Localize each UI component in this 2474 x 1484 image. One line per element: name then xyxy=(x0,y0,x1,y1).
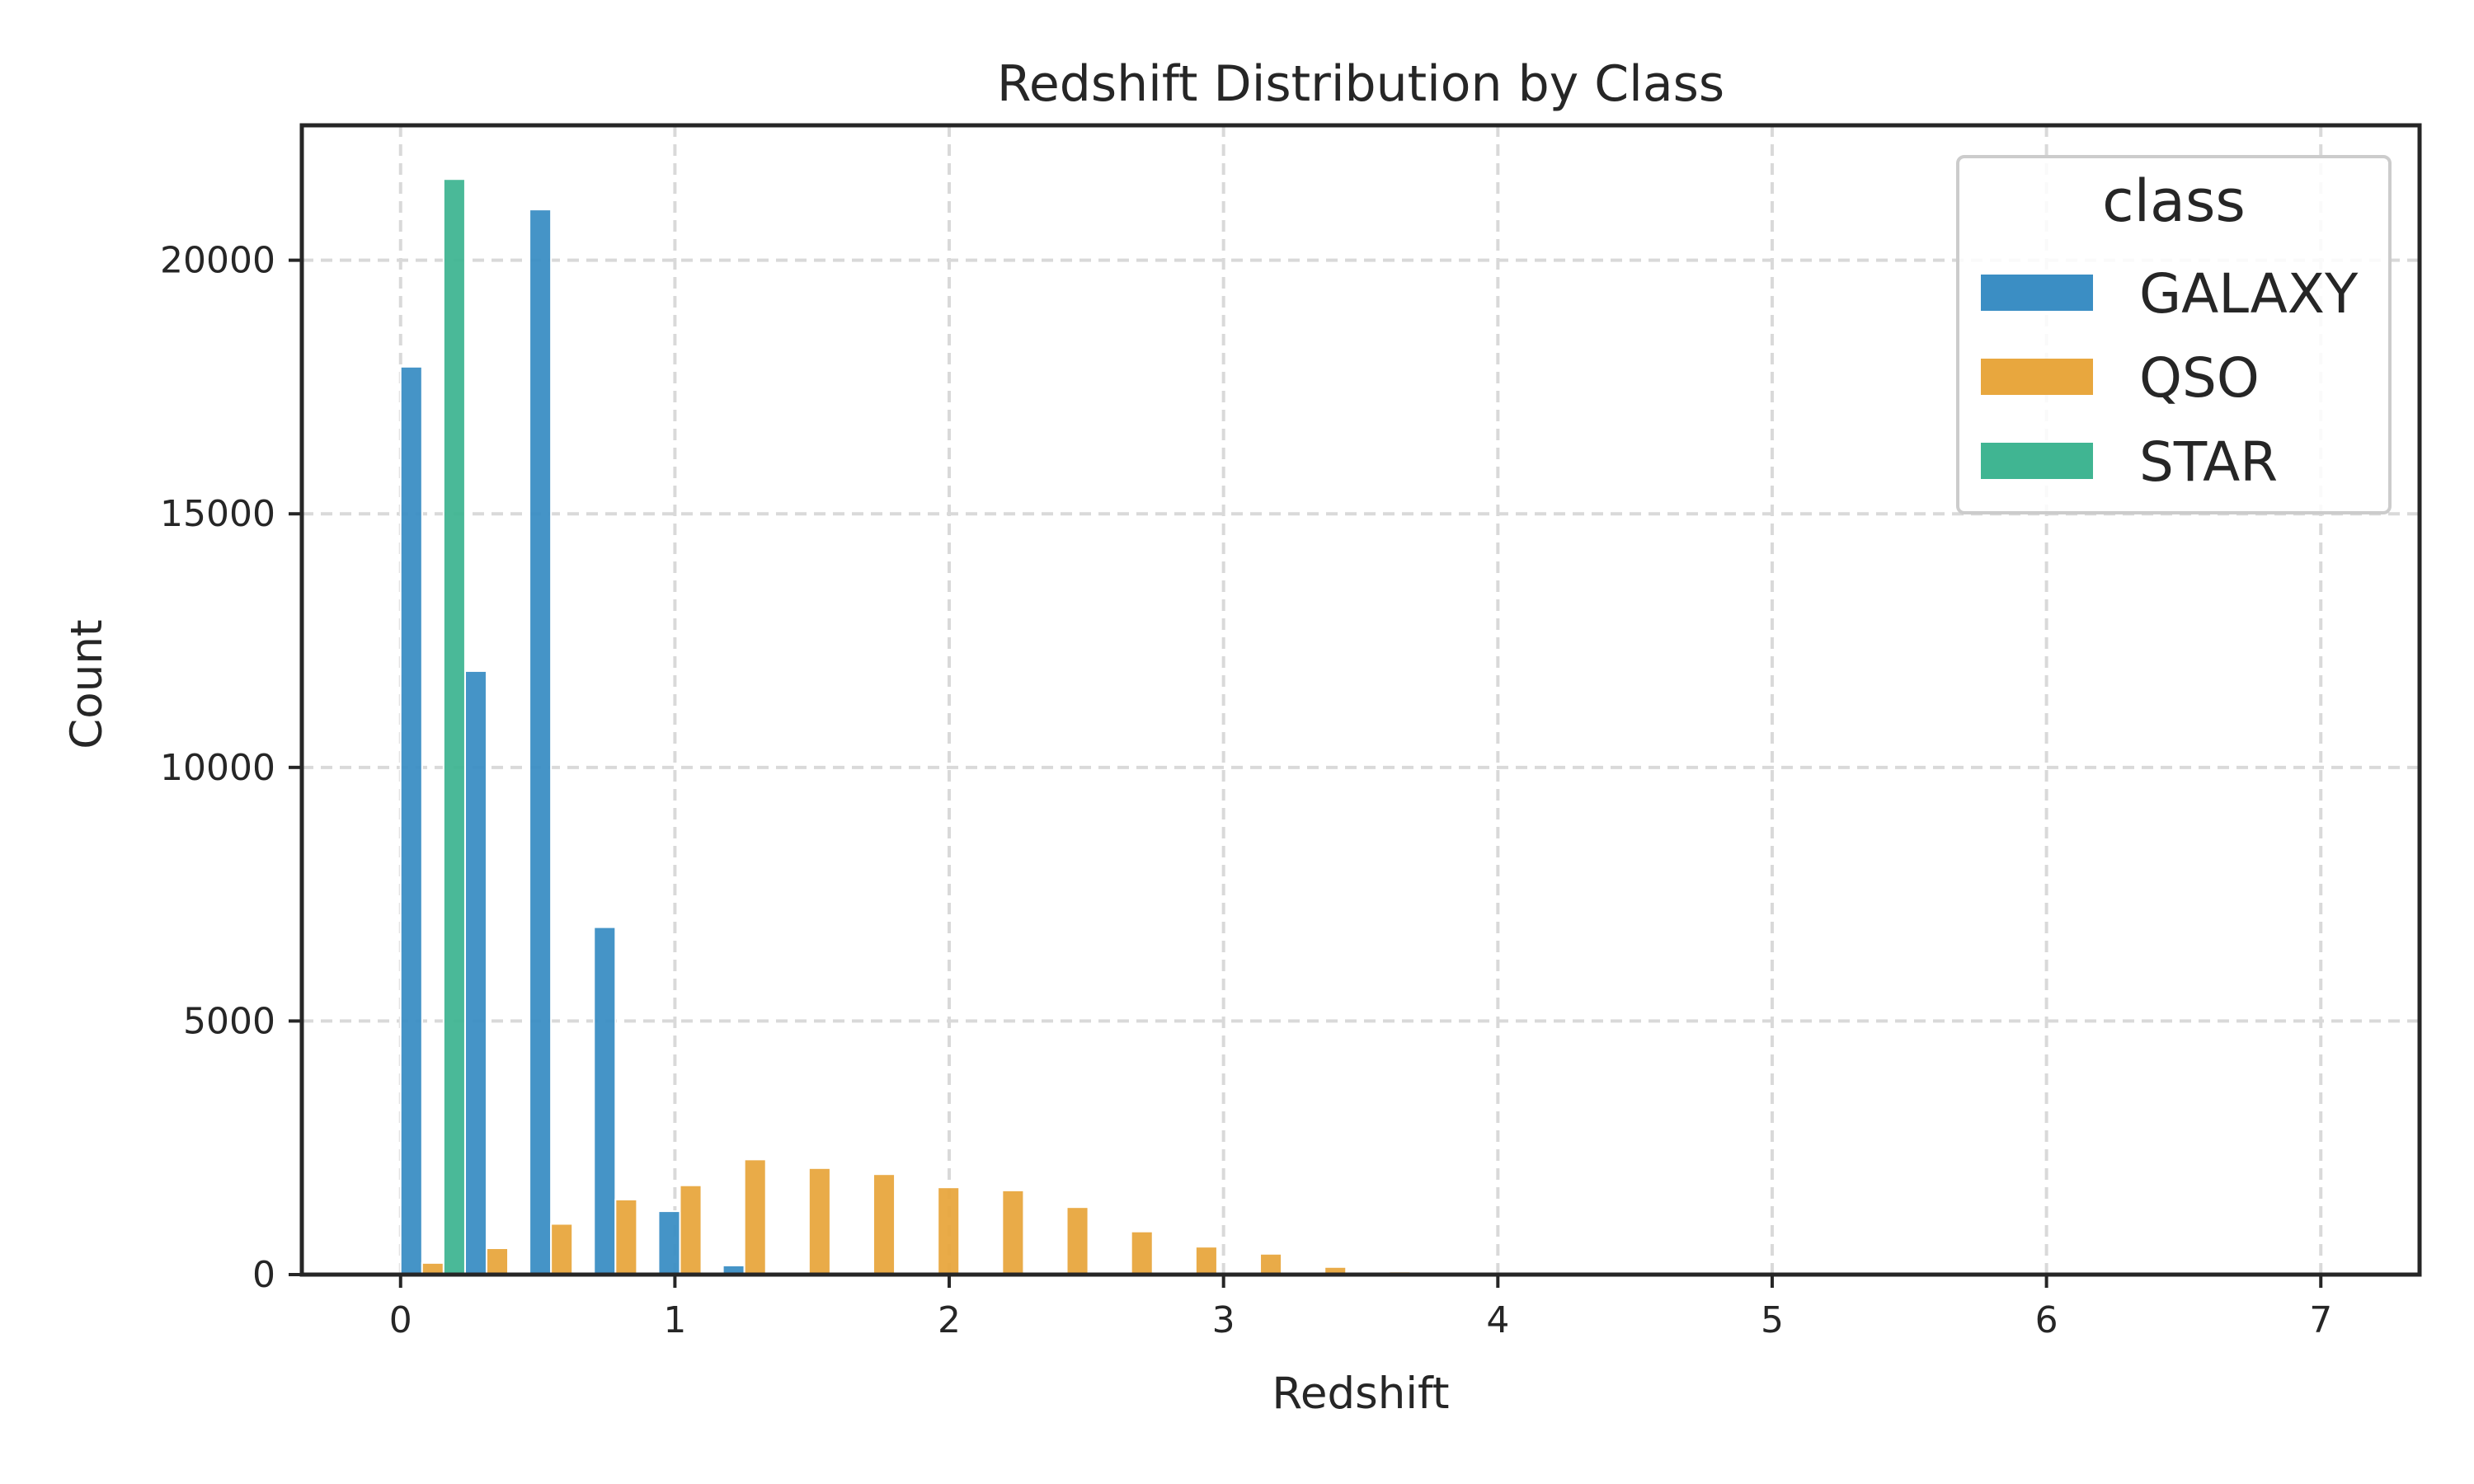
legend-box xyxy=(1956,155,2392,514)
legend: class GALAXY QSO STAR xyxy=(1956,155,2392,514)
legend-label-galaxy: GALAXY xyxy=(2139,262,2359,326)
x-tick-label: 3 xyxy=(1212,1299,1235,1341)
y-tick-label: 5000 xyxy=(183,1000,275,1042)
x-tick-label: 7 xyxy=(2309,1299,2332,1341)
bar-qso-2 xyxy=(550,1223,574,1276)
x-tick-label: 2 xyxy=(938,1299,961,1341)
bar-qso-7 xyxy=(872,1173,896,1276)
y-tick-label: 10000 xyxy=(160,747,275,789)
y-tick-label: 0 xyxy=(252,1254,275,1296)
bar-star-0 xyxy=(442,178,466,1275)
y-tick-label: 15000 xyxy=(160,493,275,535)
x-tick-label: 1 xyxy=(663,1299,686,1341)
x-axis-label: Redshift xyxy=(1272,1369,1449,1419)
axis-ticks: 0 1 2 3 4 5 6 7 0 5000 10000 15000 20000 xyxy=(160,240,2332,1341)
bar-galaxy-2 xyxy=(529,209,553,1276)
legend-label-qso: QSO xyxy=(2139,346,2260,410)
plot-area-frame xyxy=(299,123,2422,1277)
legend-swatch-qso xyxy=(1981,359,2093,395)
bar-galaxy-4 xyxy=(657,1210,681,1276)
bar-qso-11 xyxy=(1130,1230,1154,1275)
y-tick-label: 20000 xyxy=(160,240,275,282)
bar-qso-13 xyxy=(1259,1252,1283,1276)
bar-qso-8 xyxy=(937,1186,961,1275)
bar-qso-4 xyxy=(679,1184,703,1275)
bar-qso-12 xyxy=(1194,1246,1218,1275)
chart-title: Redshift Distribution by Class xyxy=(997,55,1724,113)
x-tick-label: 4 xyxy=(1486,1299,1509,1341)
legend-swatch-galaxy xyxy=(1981,275,2093,311)
x-tick-label: 5 xyxy=(1761,1299,1784,1341)
legend-swatch-star xyxy=(1981,443,2093,479)
bar-qso-9 xyxy=(1001,1189,1025,1276)
x-tick-label: 6 xyxy=(2035,1299,2058,1341)
bar-qso-3 xyxy=(614,1198,638,1276)
y-axis-label: Count xyxy=(62,619,112,749)
bar-galaxy-1 xyxy=(463,669,487,1275)
bar-galaxy-3 xyxy=(593,926,617,1275)
legend-label-star: STAR xyxy=(2139,430,2278,494)
bar-qso-6 xyxy=(807,1167,831,1276)
bar-qso-10 xyxy=(1065,1206,1089,1275)
x-tick-label: 0 xyxy=(389,1299,412,1341)
legend-title: class xyxy=(2102,167,2246,235)
bar-qso-1 xyxy=(485,1247,510,1276)
bar-galaxy-0 xyxy=(399,365,423,1275)
bar-qso-5 xyxy=(743,1158,767,1275)
bars xyxy=(399,178,2314,1276)
